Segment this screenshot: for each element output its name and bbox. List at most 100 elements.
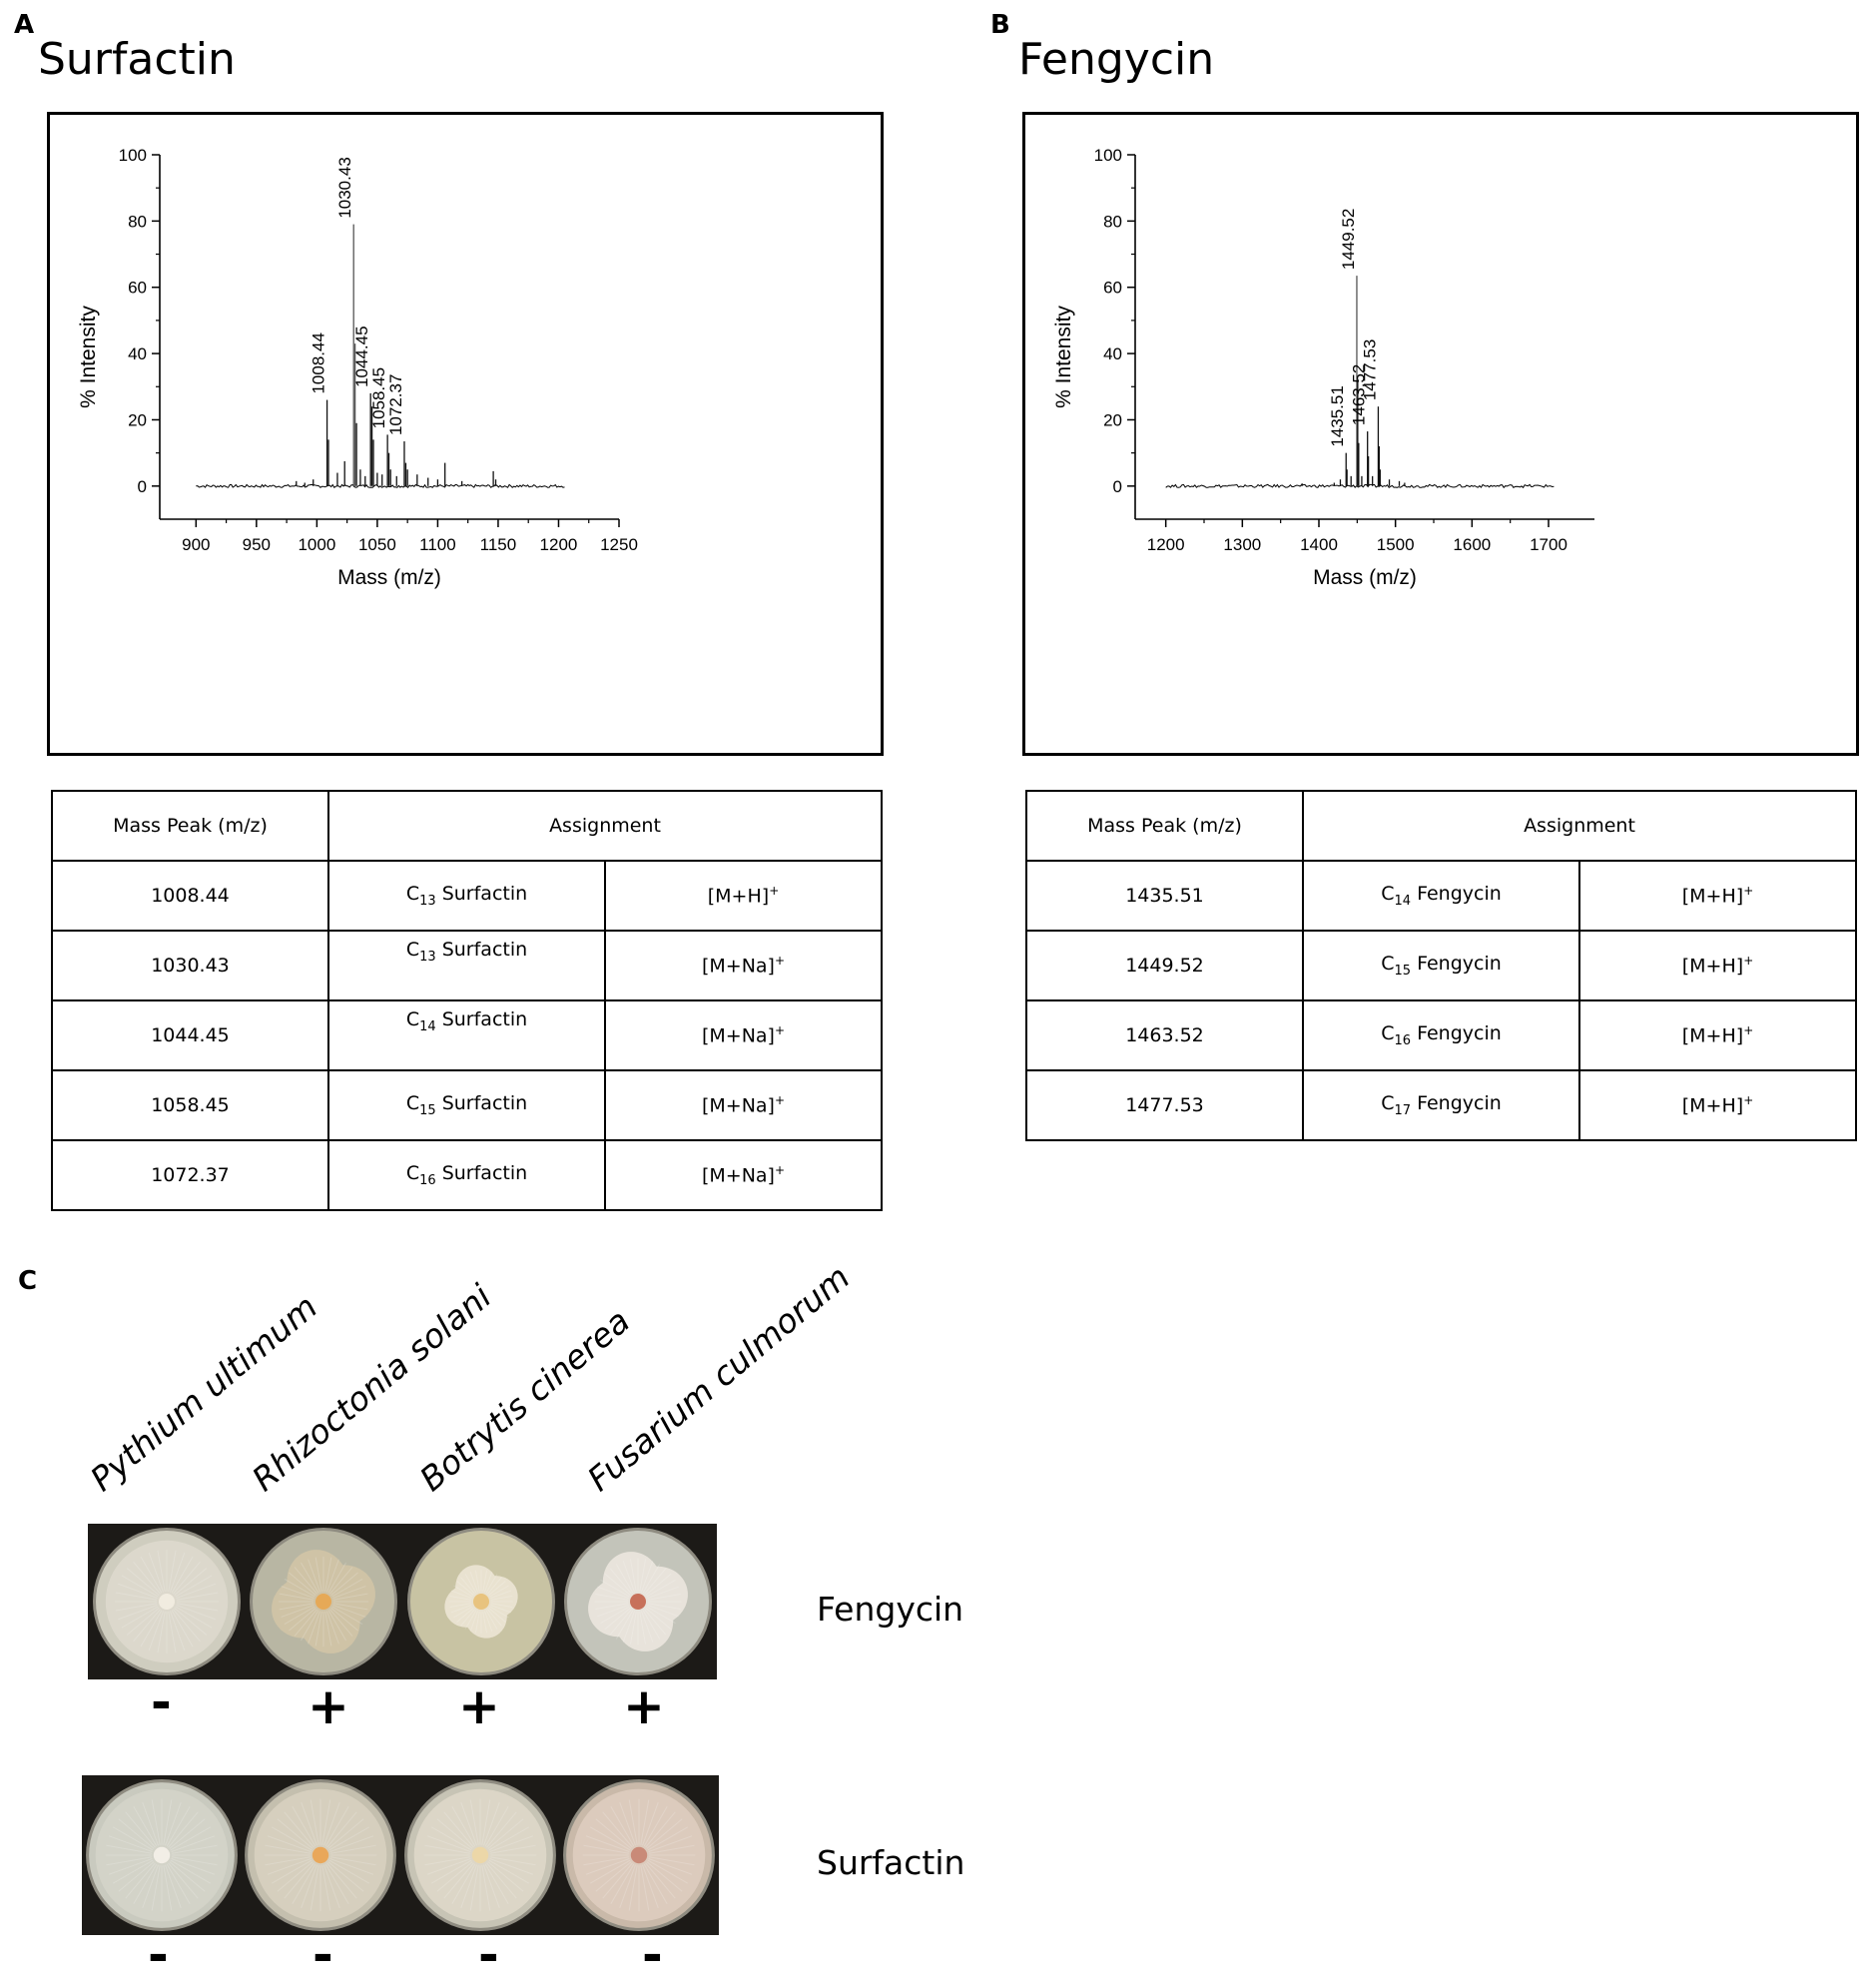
- compound-cell: C13 Surfactin: [327, 930, 606, 1001]
- hypha-strand: [481, 1570, 487, 1593]
- hypha-strand: [314, 1611, 323, 1647]
- hypha-strand: [436, 1818, 473, 1849]
- hypha-strand: [489, 1844, 536, 1854]
- x-tick-label: 1200: [1147, 535, 1185, 554]
- hypha-strand: [171, 1556, 194, 1594]
- hypha-strand: [167, 1811, 199, 1848]
- hypha-strand: [167, 1550, 177, 1593]
- hypha-strand: [108, 1858, 153, 1875]
- hypha-strand: [604, 1573, 631, 1596]
- hypha-strand: [600, 1579, 630, 1598]
- hypha-strand: [106, 1844, 152, 1854]
- inoculum-plug: [631, 1846, 648, 1864]
- hypha-strand: [175, 1575, 213, 1598]
- fungal-plate: [85, 1779, 238, 1931]
- hypha-strand: [487, 1818, 524, 1849]
- hypha-strand: [284, 1862, 315, 1899]
- y-tick-label: 80: [128, 212, 147, 231]
- hypha-strand: [647, 1604, 680, 1618]
- surfactin-assignment-table: Mass Peak (m/z) Assignment 1008.44 C13 Surf…: [51, 790, 883, 1211]
- hypha-strand: [488, 1826, 529, 1851]
- hypha-strand: [459, 1801, 477, 1846]
- table-row: 1008.44 C13 Surfactin [M+H]+: [51, 860, 883, 932]
- hypha-strand: [595, 1818, 632, 1849]
- hypha-strand: [324, 1611, 332, 1647]
- panel-b-title: Fengycin: [1018, 34, 1215, 85]
- hypha-strand: [327, 1818, 364, 1849]
- hypha-strand: [489, 1590, 511, 1600]
- hypha-strand: [586, 1858, 630, 1875]
- compound-cell: C16 Fengycin: [1302, 999, 1580, 1071]
- hypha-strand: [175, 1606, 213, 1629]
- hypha-strand: [630, 1559, 638, 1593]
- compound-cell: C15 Fengycin: [1302, 930, 1580, 1001]
- hypha-strand: [452, 1585, 473, 1598]
- hypha-strand: [166, 1863, 191, 1905]
- hypha-strand: [324, 1805, 349, 1847]
- hypha-strand: [327, 1562, 347, 1594]
- hypha-strand: [595, 1603, 629, 1611]
- hypha-strand: [426, 1835, 471, 1852]
- hypha-strand: [646, 1606, 677, 1625]
- inhibition-sign: -: [642, 1926, 663, 1984]
- hypha-strand: [172, 1561, 201, 1595]
- hypha-strand: [485, 1811, 517, 1848]
- hypha-strand: [141, 1864, 159, 1909]
- hypha-strand: [163, 1865, 173, 1911]
- x-tick-label: 1150: [480, 535, 517, 554]
- hypha-strand: [326, 1811, 357, 1848]
- x-tick-label: 1250: [600, 535, 638, 554]
- hypha-strand: [327, 1610, 347, 1642]
- hypha-strand: [490, 1595, 513, 1601]
- fungal-plate: [563, 1779, 716, 1931]
- plate-cell: [246, 1524, 403, 1679]
- compound-cell: C16 Surfactin: [327, 1139, 606, 1211]
- hypha-strand: [619, 1801, 637, 1846]
- inoculum-plug: [471, 1846, 488, 1864]
- hypha-strand: [323, 1801, 341, 1846]
- hypha-strand: [616, 1610, 634, 1640]
- hypha-strand: [616, 1564, 634, 1594]
- hypha-strand: [487, 1861, 524, 1892]
- inoculum-plug: [153, 1846, 170, 1864]
- hypha-strand: [643, 1805, 668, 1847]
- hypha-strand: [642, 1564, 661, 1594]
- fungal-plate: [406, 1528, 555, 1675]
- hypha-strand: [489, 1585, 509, 1598]
- mass-peak-cell: 1008.44: [51, 860, 329, 932]
- hypha-strand: [284, 1811, 315, 1848]
- hypha-strand: [590, 1826, 631, 1851]
- hypha-strand: [604, 1608, 631, 1631]
- ion-type-cell: [M+Na]+: [604, 1069, 883, 1141]
- fungal-plate: [245, 1779, 397, 1931]
- mass-peak-cell: 1072.37: [51, 1139, 329, 1211]
- hypha-strand: [469, 1799, 479, 1845]
- hypha-strand: [106, 1856, 152, 1866]
- hypha-strand: [171, 1835, 215, 1852]
- hypha-strand: [331, 1579, 363, 1598]
- fungal-plate: [250, 1528, 398, 1675]
- fengycin-plate-row: [88, 1524, 717, 1679]
- hypha-strand: [115, 1603, 157, 1612]
- hypha-strand: [157, 1611, 166, 1653]
- hypha-strand: [326, 1559, 340, 1593]
- fungal-plate: [564, 1528, 713, 1675]
- ion-type-cell: [M+Na]+: [604, 930, 883, 1001]
- hypha-strand: [488, 1581, 506, 1596]
- hypha-strand: [586, 1835, 630, 1852]
- table-row: 1449.52 C15 Fengycin [M+H]+: [1025, 930, 1857, 1001]
- x-axis-label: Mass (m/z): [1313, 566, 1417, 589]
- inhibition-sign: -: [151, 1673, 172, 1731]
- ion-type-cell: [M+Na]+: [604, 1139, 883, 1211]
- hypha-strand: [171, 1858, 215, 1875]
- hypha-strand: [170, 1859, 211, 1884]
- x-tick-label: 1200: [540, 535, 578, 554]
- hypha-strand: [485, 1862, 517, 1899]
- hypha-strand: [321, 1799, 331, 1845]
- hypha-strand: [610, 1805, 635, 1847]
- hypha-strand: [132, 1561, 161, 1595]
- panel-a-title: Surfactin: [38, 34, 236, 85]
- mass-peak-cell: 1058.45: [51, 1069, 329, 1141]
- spectrum-baseline: [1165, 483, 1555, 489]
- hypha-strand: [449, 1595, 471, 1601]
